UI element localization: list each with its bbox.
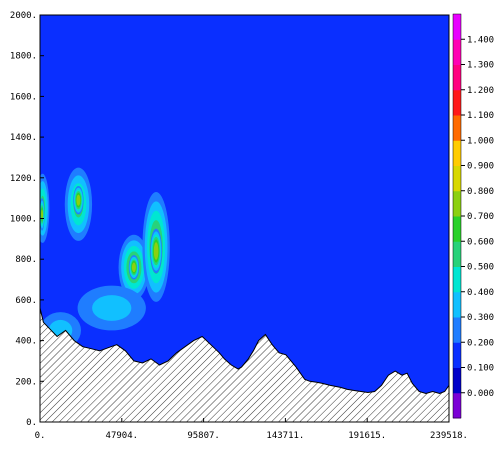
colorbar-swatch (453, 291, 461, 318)
colorbar-swatch (453, 140, 461, 166)
y-tick-label: 200. (15, 377, 37, 387)
colorbar-swatch (453, 14, 461, 40)
colorbar-label: 0.300 (467, 313, 494, 323)
colorbar-swatch (453, 115, 461, 141)
colorbar-swatch (453, 266, 461, 293)
colorbar-label: 0.600 (467, 237, 494, 247)
colorbar-swatch (453, 342, 461, 368)
colorbar-label: 1.000 (467, 136, 494, 146)
x-tick-label: 47904. (106, 431, 139, 441)
colorbar-label: 0.900 (467, 162, 494, 172)
contour-feature-5-level-6 (132, 264, 136, 271)
x-tick-label: 239518. (430, 431, 468, 441)
colorbar-swatch (453, 190, 461, 217)
colorbar-label: 0.800 (467, 187, 494, 197)
x-tick-label: 0. (35, 431, 46, 441)
y-tick-label: 1000. (10, 215, 37, 225)
y-tick-label: 0. (26, 418, 37, 428)
colorbar-label: 1.100 (467, 111, 494, 121)
colorbar-swatch (453, 64, 461, 91)
y-tick-label: 1400. (10, 133, 37, 143)
colorbar-swatch (453, 89, 461, 116)
contour-feature-1-level-5 (41, 209, 44, 220)
contour-feature-8-level-1 (92, 295, 132, 321)
colorbar-swatch (453, 317, 461, 343)
x-tick-label: 191615. (348, 431, 386, 441)
y-tick-label: 400. (15, 337, 37, 347)
y-tick-label: 600. (15, 296, 37, 306)
x-tick-label: 95807. (187, 431, 220, 441)
y-tick-label: 1600. (10, 92, 37, 102)
colorbar-label: 0.200 (467, 338, 494, 348)
contour-feature-7-level-6 (154, 244, 158, 258)
colorbar-label: 0.100 (467, 364, 494, 374)
colorbar-label: 1.200 (467, 86, 494, 96)
y-tick-label: 1800. (10, 52, 37, 62)
plot-area (40, 15, 449, 422)
colorbar-label: 0.500 (467, 263, 494, 273)
colorbar-label: 1.400 (467, 35, 494, 45)
colorbar-label: 1.300 (467, 61, 494, 71)
x-tick-label: 143711. (266, 431, 304, 441)
colorbar-swatch (453, 165, 461, 192)
colorbar-swatch (453, 216, 461, 242)
y-tick-label: 1200. (10, 174, 37, 184)
axes: 0. 47904. 95807. 143711. 191615. 239518. 0. 200… (10, 11, 468, 441)
colorbar-swatch (453, 367, 461, 394)
colorbar-label: 0.000 (467, 389, 494, 399)
colorbar-label: 0.400 (467, 288, 494, 298)
colorbar: 0.000 0.100 0.200 0.300 0.400 0.500 0.600 0.700… (452, 13, 494, 419)
colorbar-swatch (453, 241, 461, 267)
y-tick-label: 800. (15, 255, 37, 265)
contour-feature-3-level-6 (77, 196, 80, 205)
colorbar-label: 0.700 (467, 212, 494, 222)
terrain (40, 307, 449, 422)
colorbar-swatch (453, 39, 461, 65)
y-tick-label: 2000. (10, 11, 37, 21)
colorbar-swatch (453, 392, 461, 419)
